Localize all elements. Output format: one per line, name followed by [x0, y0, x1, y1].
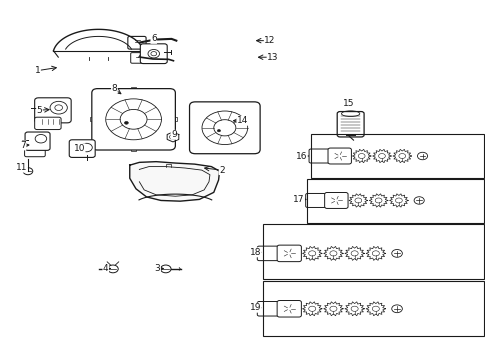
- Text: 11: 11: [16, 163, 27, 172]
- Circle shape: [392, 249, 402, 257]
- Text: 6: 6: [151, 34, 157, 43]
- FancyBboxPatch shape: [140, 44, 167, 64]
- FancyBboxPatch shape: [277, 245, 301, 262]
- Text: 14: 14: [237, 116, 248, 125]
- Polygon shape: [373, 149, 392, 163]
- Polygon shape: [130, 162, 220, 201]
- Text: 1: 1: [35, 66, 41, 75]
- FancyBboxPatch shape: [325, 193, 348, 208]
- FancyBboxPatch shape: [131, 53, 146, 63]
- FancyBboxPatch shape: [257, 246, 279, 261]
- Bar: [90, 117, 98, 121]
- Text: 5: 5: [37, 105, 42, 114]
- Polygon shape: [349, 194, 368, 207]
- Polygon shape: [393, 149, 412, 163]
- Polygon shape: [366, 247, 386, 260]
- FancyBboxPatch shape: [257, 302, 279, 316]
- Text: 9: 9: [171, 130, 177, 139]
- Bar: [263, 224, 484, 279]
- Text: 3: 3: [155, 264, 161, 273]
- Text: 8: 8: [112, 85, 117, 94]
- Text: 2: 2: [219, 166, 225, 175]
- FancyBboxPatch shape: [128, 36, 146, 49]
- Bar: [131, 146, 137, 152]
- Circle shape: [124, 121, 128, 124]
- FancyBboxPatch shape: [92, 89, 175, 150]
- FancyBboxPatch shape: [24, 148, 45, 157]
- Bar: [222, 105, 227, 110]
- Polygon shape: [324, 302, 343, 316]
- Circle shape: [218, 130, 220, 132]
- FancyBboxPatch shape: [277, 301, 301, 317]
- Bar: [311, 134, 484, 178]
- Polygon shape: [302, 302, 322, 316]
- Bar: [131, 87, 137, 93]
- Polygon shape: [390, 194, 408, 207]
- Circle shape: [417, 152, 428, 160]
- FancyBboxPatch shape: [337, 112, 364, 137]
- Polygon shape: [369, 194, 388, 207]
- FancyBboxPatch shape: [35, 98, 71, 123]
- Polygon shape: [366, 302, 386, 316]
- Text: 10: 10: [74, 144, 85, 153]
- FancyBboxPatch shape: [328, 148, 351, 164]
- FancyBboxPatch shape: [309, 149, 330, 163]
- Polygon shape: [345, 247, 365, 260]
- Text: 16: 16: [296, 152, 307, 161]
- Text: 7: 7: [20, 141, 26, 150]
- Bar: [307, 179, 484, 223]
- Bar: [222, 145, 227, 150]
- FancyBboxPatch shape: [25, 132, 50, 150]
- Bar: [195, 126, 200, 130]
- Text: 4: 4: [103, 264, 109, 273]
- Polygon shape: [324, 247, 343, 260]
- Polygon shape: [352, 149, 371, 163]
- Polygon shape: [302, 247, 322, 260]
- Circle shape: [414, 197, 424, 204]
- Text: 18: 18: [250, 248, 261, 257]
- Text: 13: 13: [267, 53, 279, 62]
- Text: 17: 17: [293, 195, 304, 204]
- Bar: [170, 117, 177, 121]
- FancyBboxPatch shape: [69, 140, 95, 157]
- Polygon shape: [167, 132, 179, 142]
- Bar: [263, 280, 484, 336]
- FancyBboxPatch shape: [306, 193, 326, 207]
- FancyBboxPatch shape: [35, 117, 61, 130]
- Text: 12: 12: [264, 36, 276, 45]
- Text: 15: 15: [343, 99, 354, 108]
- Circle shape: [392, 305, 402, 313]
- Bar: [249, 126, 255, 130]
- FancyBboxPatch shape: [190, 102, 260, 154]
- Text: 19: 19: [250, 303, 261, 312]
- Polygon shape: [345, 302, 365, 316]
